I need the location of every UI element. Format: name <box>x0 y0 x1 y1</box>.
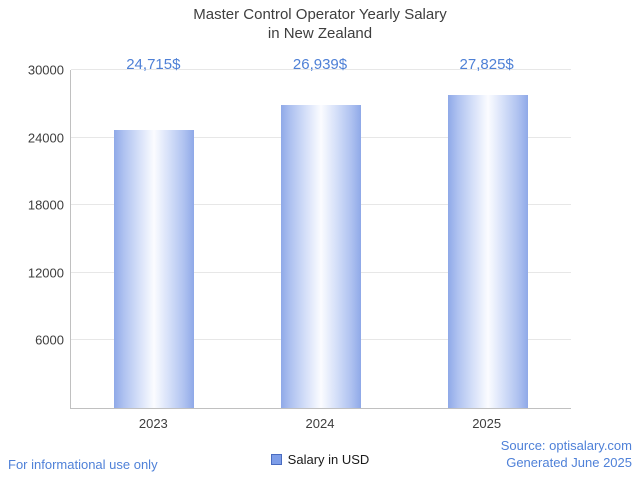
chart-title: Master Control Operator Yearly Salary in… <box>0 6 640 44</box>
source-block: Source: optisalary.com Generated June 20… <box>501 438 632 472</box>
source-link[interactable]: Source: optisalary.com <box>500 438 632 454</box>
y-tick-label-12000: 12000 <box>27 265 64 281</box>
chart-title-line2: in New Zealand <box>267 24 373 42</box>
chart-title-line1: Master Control Operator Yearly Salary <box>193 6 447 23</box>
bar-2025 <box>447 94 528 408</box>
legend-color-swatch <box>270 454 282 465</box>
x-tick-label-2025: 2025 <box>472 416 502 431</box>
x-tick-label-2023: 2023 <box>138 416 168 431</box>
y-tick-label-30000: 30000 <box>27 62 64 78</box>
y-tick-label-24000: 24000 <box>27 130 64 146</box>
y-tick-label-6000: 6000 <box>35 332 64 348</box>
generated-date: Generated June 2025 <box>506 455 632 471</box>
value-label-2024: 26,939$ <box>292 56 348 73</box>
informational-note: For informational use only <box>8 457 158 472</box>
bar-2023 <box>114 129 195 408</box>
plot-area <box>70 69 571 409</box>
gridline-30000 <box>71 69 571 70</box>
legend: Salary in USD <box>0 452 640 467</box>
bar-2024 <box>281 104 361 408</box>
value-label-2025: 27,825$ <box>459 56 514 73</box>
y-tick-label-18000: 18000 <box>27 197 64 213</box>
x-tick-label-2024: 2024 <box>305 416 335 431</box>
legend-label: Salary in USD <box>287 452 370 467</box>
value-label-2023: 24,715$ <box>126 56 181 73</box>
